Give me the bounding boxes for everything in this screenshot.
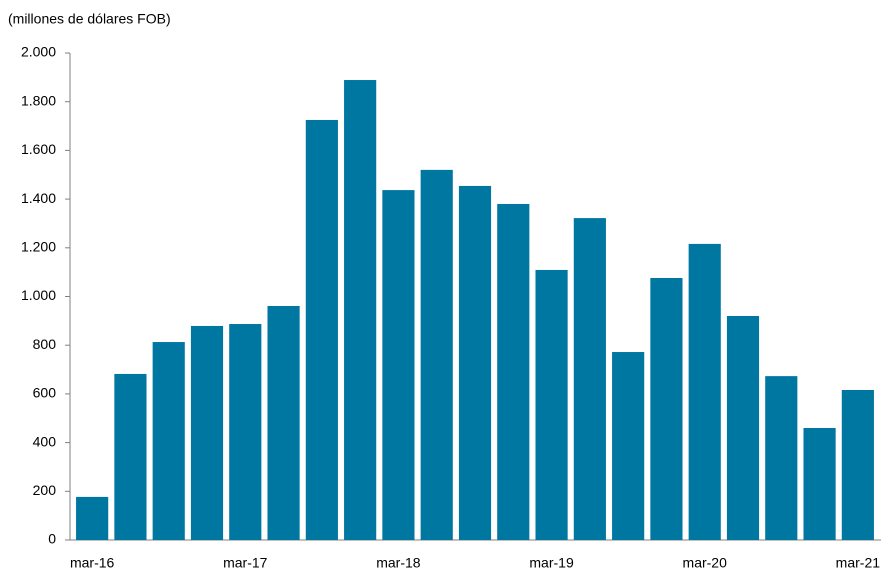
bar <box>190 325 224 540</box>
bar <box>497 203 530 540</box>
bar <box>420 169 453 540</box>
bar <box>573 218 606 540</box>
chart-title: (millones de dólares FOB) <box>8 11 171 27</box>
bar <box>612 352 645 540</box>
x-tick-label: mar-17 <box>223 555 268 571</box>
y-tick-label: 200 <box>33 482 57 498</box>
bar <box>535 269 568 540</box>
y-tick-label: 600 <box>33 385 57 401</box>
x-tick-label: mar-16 <box>70 555 115 571</box>
x-tick-label: mar-19 <box>529 555 574 571</box>
x-tick-label: mar-18 <box>376 555 421 571</box>
bar <box>76 496 109 540</box>
bar <box>152 342 185 540</box>
bar <box>688 243 721 541</box>
y-tick-label: 2.000 <box>21 44 56 60</box>
y-tick-label: 1.800 <box>21 92 56 108</box>
y-tick-label: 800 <box>33 336 57 352</box>
bar <box>726 315 760 540</box>
bar <box>765 376 798 540</box>
bar <box>458 185 492 541</box>
bar <box>382 190 415 540</box>
y-tick-label: 1.400 <box>21 190 56 206</box>
x-tick-label: mar-21 <box>836 555 881 571</box>
bar <box>229 324 262 540</box>
y-tick-label: 400 <box>33 433 57 449</box>
bar <box>803 427 836 540</box>
y-tick-label: 1.000 <box>21 287 56 303</box>
bar <box>650 277 683 540</box>
x-tick-label: mar-20 <box>683 555 728 571</box>
bar <box>305 119 338 541</box>
bar <box>841 390 874 540</box>
bar <box>267 305 300 540</box>
y-tick-label: 1.200 <box>21 239 56 255</box>
bar <box>344 80 377 540</box>
y-tick-label: 1.600 <box>21 141 56 157</box>
y-tick-label: 0 <box>48 531 56 547</box>
bar <box>114 373 147 540</box>
